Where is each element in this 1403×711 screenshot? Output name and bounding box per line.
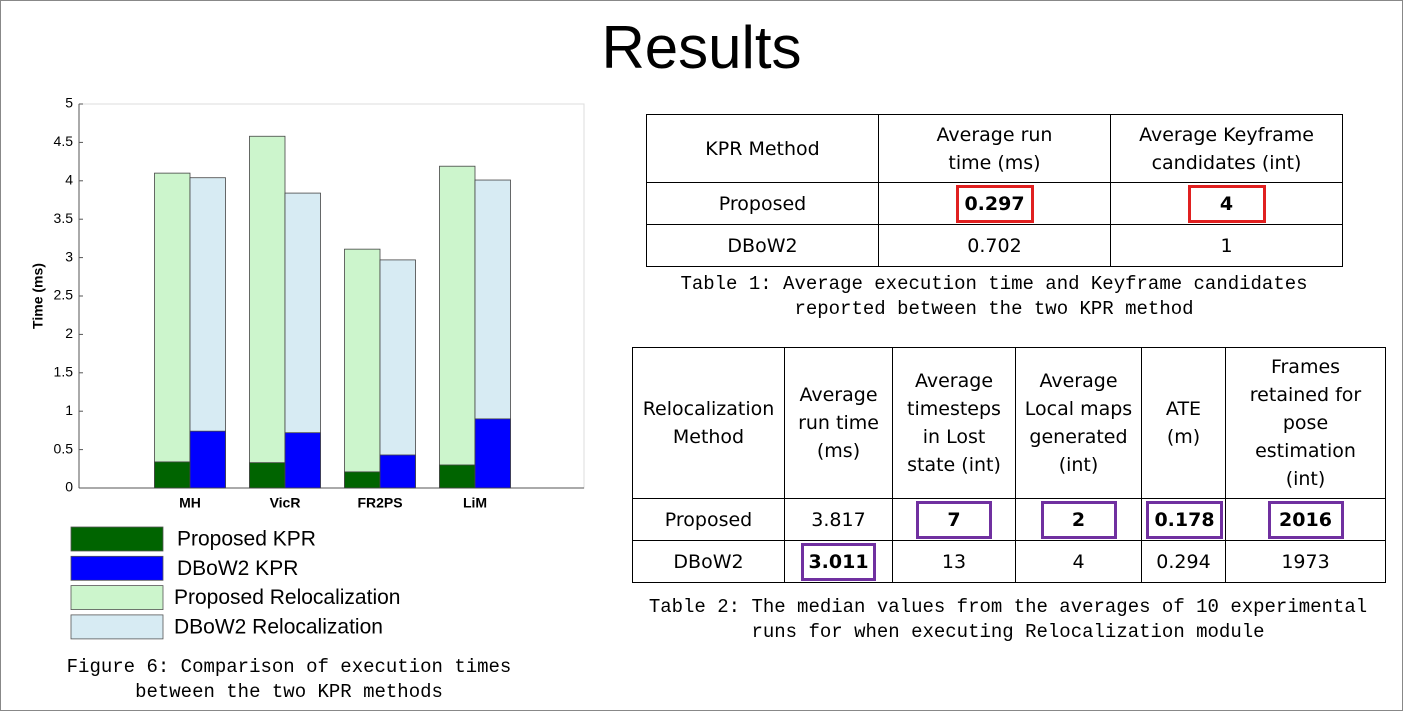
cell: 0.702 xyxy=(878,224,1111,267)
bar xyxy=(154,461,191,489)
x-tick-label: VicR xyxy=(270,495,301,511)
y-tick-label: 4 xyxy=(65,172,73,188)
cell: 0.178 xyxy=(1141,498,1226,541)
cell: DBoW2 xyxy=(646,224,879,267)
cell: DBoW2 xyxy=(632,540,785,583)
slide-title: Results xyxy=(601,14,802,81)
bar xyxy=(344,471,381,489)
cell: 4 xyxy=(1110,182,1343,225)
y-tick-label: 0 xyxy=(65,479,73,495)
cell: 1 xyxy=(1110,224,1343,267)
header-cell: Average run time (ms) xyxy=(784,347,893,499)
legend-label: DBoW2 KPR xyxy=(177,557,298,580)
y-tick-label: 3 xyxy=(65,248,73,264)
x-tick-label: LiM xyxy=(463,495,487,511)
caption-line: Table 2: The median values from the aver… xyxy=(648,596,1368,618)
highlight-cell: 2 xyxy=(1040,500,1117,539)
bar xyxy=(439,464,476,489)
bar xyxy=(379,454,416,489)
highlight-cell: 7 xyxy=(916,500,992,539)
y-tick-label: 1.5 xyxy=(54,364,74,380)
bar xyxy=(439,165,476,489)
legend-swatch xyxy=(70,614,164,640)
cell: Proposed xyxy=(646,182,879,225)
table-1-caption: Table 1: Average execution time and Keyf… xyxy=(644,272,1344,322)
highlight-cell: 2016 xyxy=(1267,500,1344,539)
cell: 0.294 xyxy=(1141,540,1226,583)
y-tick-label: 0.5 xyxy=(54,440,74,456)
y-tick-label: 2 xyxy=(65,325,73,341)
table-2: Relocalization Method Average run time (m… xyxy=(632,347,1386,583)
cell: 13 xyxy=(892,540,1016,583)
bar xyxy=(379,259,416,489)
cell: 3.011 xyxy=(784,540,893,583)
cell: 1973 xyxy=(1225,540,1386,583)
caption-line: reported between the two KPR method xyxy=(794,298,1194,320)
header-cell: Average run time (ms) xyxy=(878,114,1111,183)
legend-label: Proposed KPR xyxy=(177,528,316,551)
header-cell: Average Keyframe candidates (int) xyxy=(1110,114,1343,183)
figure-caption: Figure 6: Comparison of execution times … xyxy=(61,655,517,705)
header-cell: Frames retained for pose estimation (int… xyxy=(1225,347,1386,499)
legend-label: DBoW2 Relocalization xyxy=(174,615,383,638)
highlight-cell: 0.178 xyxy=(1146,500,1223,539)
y-tick-label: 3.5 xyxy=(54,210,74,226)
header-cell: ATE (m) xyxy=(1141,347,1226,499)
y-tick-label: 4.5 xyxy=(54,133,74,149)
bar xyxy=(284,432,321,489)
y-tick-label: 2.5 xyxy=(54,287,74,303)
highlight-cell: 4 xyxy=(1187,184,1266,223)
header-cell: Average Local maps generated (int) xyxy=(1015,347,1142,499)
legend-swatch xyxy=(70,555,164,581)
cell: 2016 xyxy=(1225,498,1386,541)
caption-line: between the two KPR methods xyxy=(135,681,443,703)
y-tick-label: 1 xyxy=(65,402,73,418)
legend-label: Proposed Relocalization xyxy=(174,586,400,609)
caption-line: Figure 6: Comparison of execution times xyxy=(66,656,512,678)
bar xyxy=(249,135,286,489)
cell: 7 xyxy=(892,498,1016,541)
highlight-cell: 3.011 xyxy=(801,542,876,581)
bar xyxy=(344,248,381,489)
cell: Proposed xyxy=(632,498,785,541)
bar xyxy=(474,418,511,489)
cell: 0.297 xyxy=(878,182,1111,225)
x-tick-label: FR2PS xyxy=(357,495,402,511)
header-cell: Relocalization Method xyxy=(632,347,785,499)
bar xyxy=(189,430,226,489)
y-axis-label: Time (ms) xyxy=(30,263,46,329)
header-cell: KPR Method xyxy=(646,114,879,183)
legend-swatch xyxy=(70,526,164,552)
table-2-caption: Table 2: The median values from the aver… xyxy=(608,595,1402,645)
y-tick-label: 5 xyxy=(65,95,73,111)
caption-line: Table 1: Average execution time and Keyf… xyxy=(680,273,1308,295)
x-tick-label: MH xyxy=(179,495,201,511)
cell: 4 xyxy=(1015,540,1142,583)
cell: 3.817 xyxy=(784,498,893,541)
legend-swatch xyxy=(70,585,164,610)
cell: 2 xyxy=(1015,498,1142,541)
caption-line: runs for when executing Relocalization m… xyxy=(751,621,1265,643)
header-cell: Average timesteps in Lost state (int) xyxy=(892,347,1016,499)
bar xyxy=(249,462,286,489)
highlight-cell: 0.297 xyxy=(955,184,1034,223)
bar xyxy=(154,172,191,489)
table-1: KPR Method Average run time (ms) Average K… xyxy=(646,114,1343,267)
